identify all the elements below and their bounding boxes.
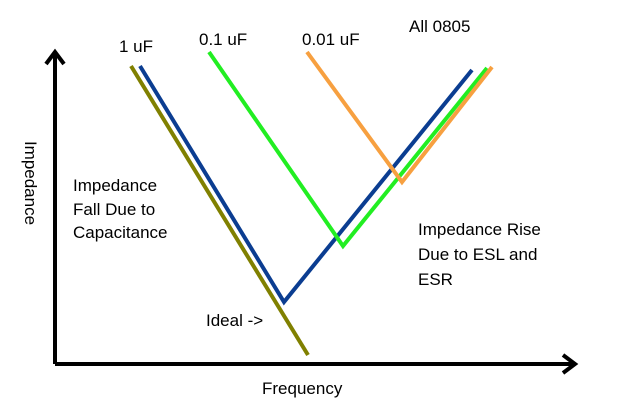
y-axis-arrowhead: [44, 48, 66, 66]
y-axis-label: Impedance: [21, 140, 40, 226]
label-all-0805: All 0805: [409, 17, 471, 36]
annotation-ideal: Ideal ->: [206, 311, 264, 330]
label-0-1uf: 0.1 uF: [199, 30, 248, 49]
annotation-rise-line-3: ESR: [418, 270, 453, 289]
annotation-rise-line-1: Impedance Rise: [418, 220, 541, 239]
annotation-fall-line-1: Impedance: [73, 176, 158, 195]
label-0-01uf: 0.01 uF: [302, 30, 360, 49]
x-axis-label: Frequency: [262, 379, 343, 398]
curve-0-01uf: [305, 50, 494, 186]
x-axis-arrowhead: [561, 353, 579, 375]
annotation-fall-line-3: Capacitance: [73, 223, 168, 242]
annotation-rise-line-2: Due to ESL and: [418, 245, 538, 264]
curve-0-1uf: [207, 50, 489, 250]
label-1uf: 1 uF: [119, 37, 154, 56]
annotation-fall-line-2: Fall Due to: [73, 200, 156, 219]
curve-1uf: [138, 64, 474, 306]
ideal-capacitor-line: [129, 64, 310, 357]
